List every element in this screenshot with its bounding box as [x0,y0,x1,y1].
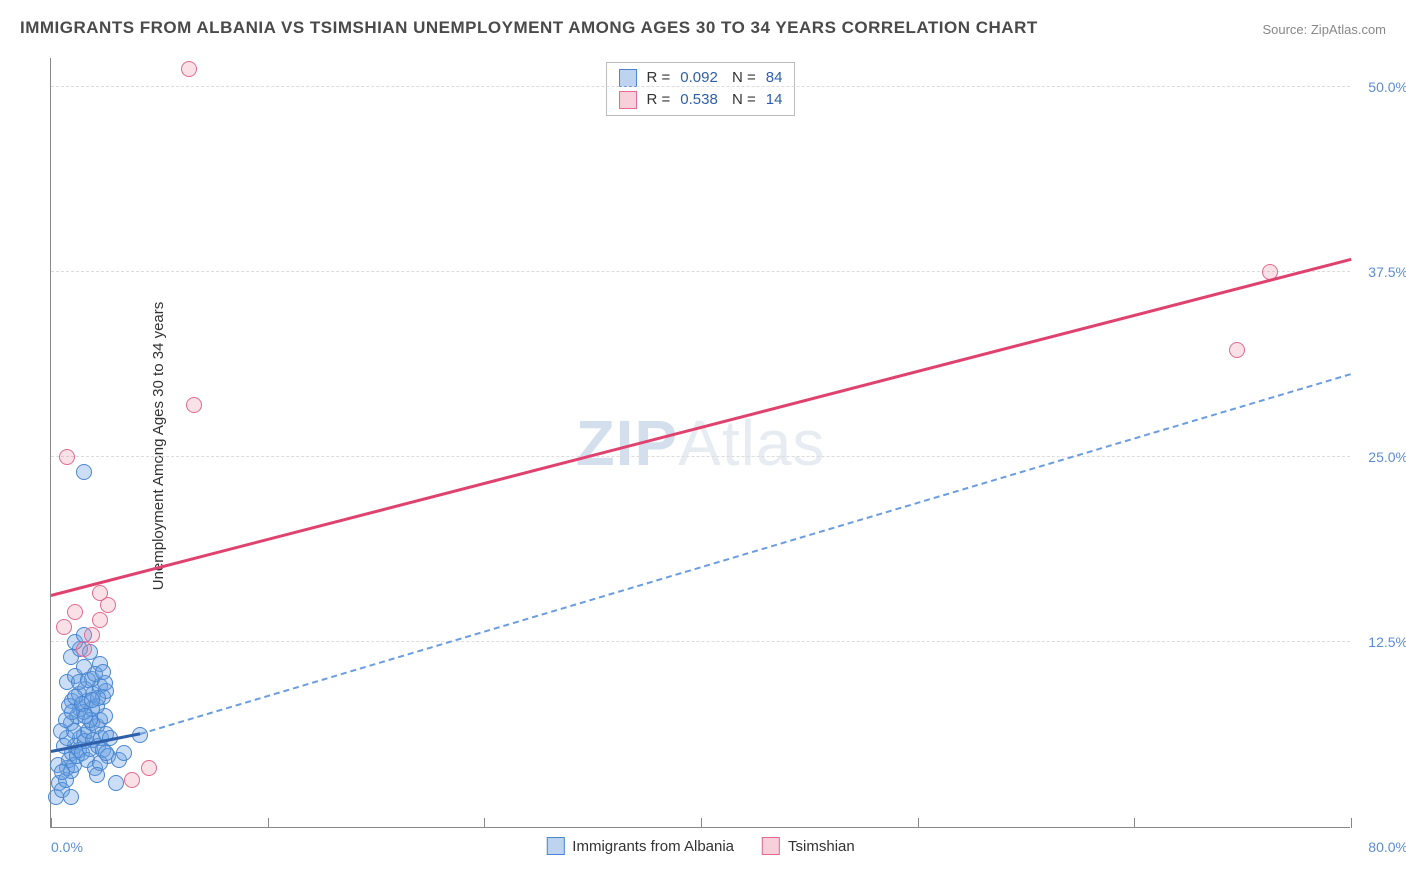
y-tick-label: 50.0% [1368,79,1406,95]
watermark-atlas: Atlas [678,407,825,479]
gridline [51,86,1350,87]
data-point [124,772,140,788]
y-tick-label: 25.0% [1368,449,1406,465]
gridline [51,271,1350,272]
stat-label: N = [728,89,756,111]
data-point [186,397,202,413]
data-point [108,775,124,791]
data-point [76,641,92,657]
source-label: Source: ZipAtlas.com [1262,22,1386,37]
gridline [51,641,1350,642]
x-tick [918,818,919,828]
data-point [92,585,108,601]
watermark-zip: ZIP [576,407,679,479]
stat-n-b: 14 [766,89,783,111]
trend-line [51,258,1352,597]
scatter-plot: ZIPAtlas R = 0.092 N = 84 R = 0.538 N = … [50,58,1350,828]
stats-legend: R = 0.092 N = 84 R = 0.538 N = 14 [606,62,796,116]
swatch-a-icon [619,69,637,87]
trend-line [140,373,1351,735]
x-tick [1351,818,1352,828]
data-point [89,767,105,783]
y-tick-label: 37.5% [1368,264,1406,280]
data-point [84,627,100,643]
x-tick [701,818,702,828]
data-point [59,449,75,465]
swatch-b-icon [619,91,637,109]
data-point [116,745,132,761]
legend-item-b: Tsimshian [762,837,855,855]
data-point [181,61,197,77]
legend-item-a: Immigrants from Albania [546,837,734,855]
chart-title: IMMIGRANTS FROM ALBANIA VS TSIMSHIAN UNE… [20,18,1038,38]
data-point [77,708,93,724]
data-point [67,604,83,620]
data-point [84,692,100,708]
series-legend: Immigrants from Albania Tsimshian [546,837,854,855]
x-tick [1134,818,1135,828]
stat-r-b: 0.538 [680,89,718,111]
data-point [56,619,72,635]
stat-label: R = [647,89,671,111]
swatch-b-icon [762,837,780,855]
x-tick [268,818,269,828]
data-point [76,464,92,480]
y-tick-label: 12.5% [1368,634,1406,650]
legend-label-a: Immigrants from Albania [572,838,734,855]
data-point [92,612,108,628]
watermark: ZIPAtlas [576,406,826,480]
x-axis-min: 0.0% [51,839,83,855]
data-point [63,789,79,805]
x-tick [51,818,52,828]
data-point [141,760,157,776]
data-point [1229,342,1245,358]
x-axis-max: 80.0% [1368,839,1406,855]
legend-label-b: Tsimshian [788,838,855,855]
stats-row-b: R = 0.538 N = 14 [619,89,783,111]
swatch-a-icon [546,837,564,855]
data-point [95,664,111,680]
gridline [51,456,1350,457]
x-tick [484,818,485,828]
data-point [54,764,70,780]
